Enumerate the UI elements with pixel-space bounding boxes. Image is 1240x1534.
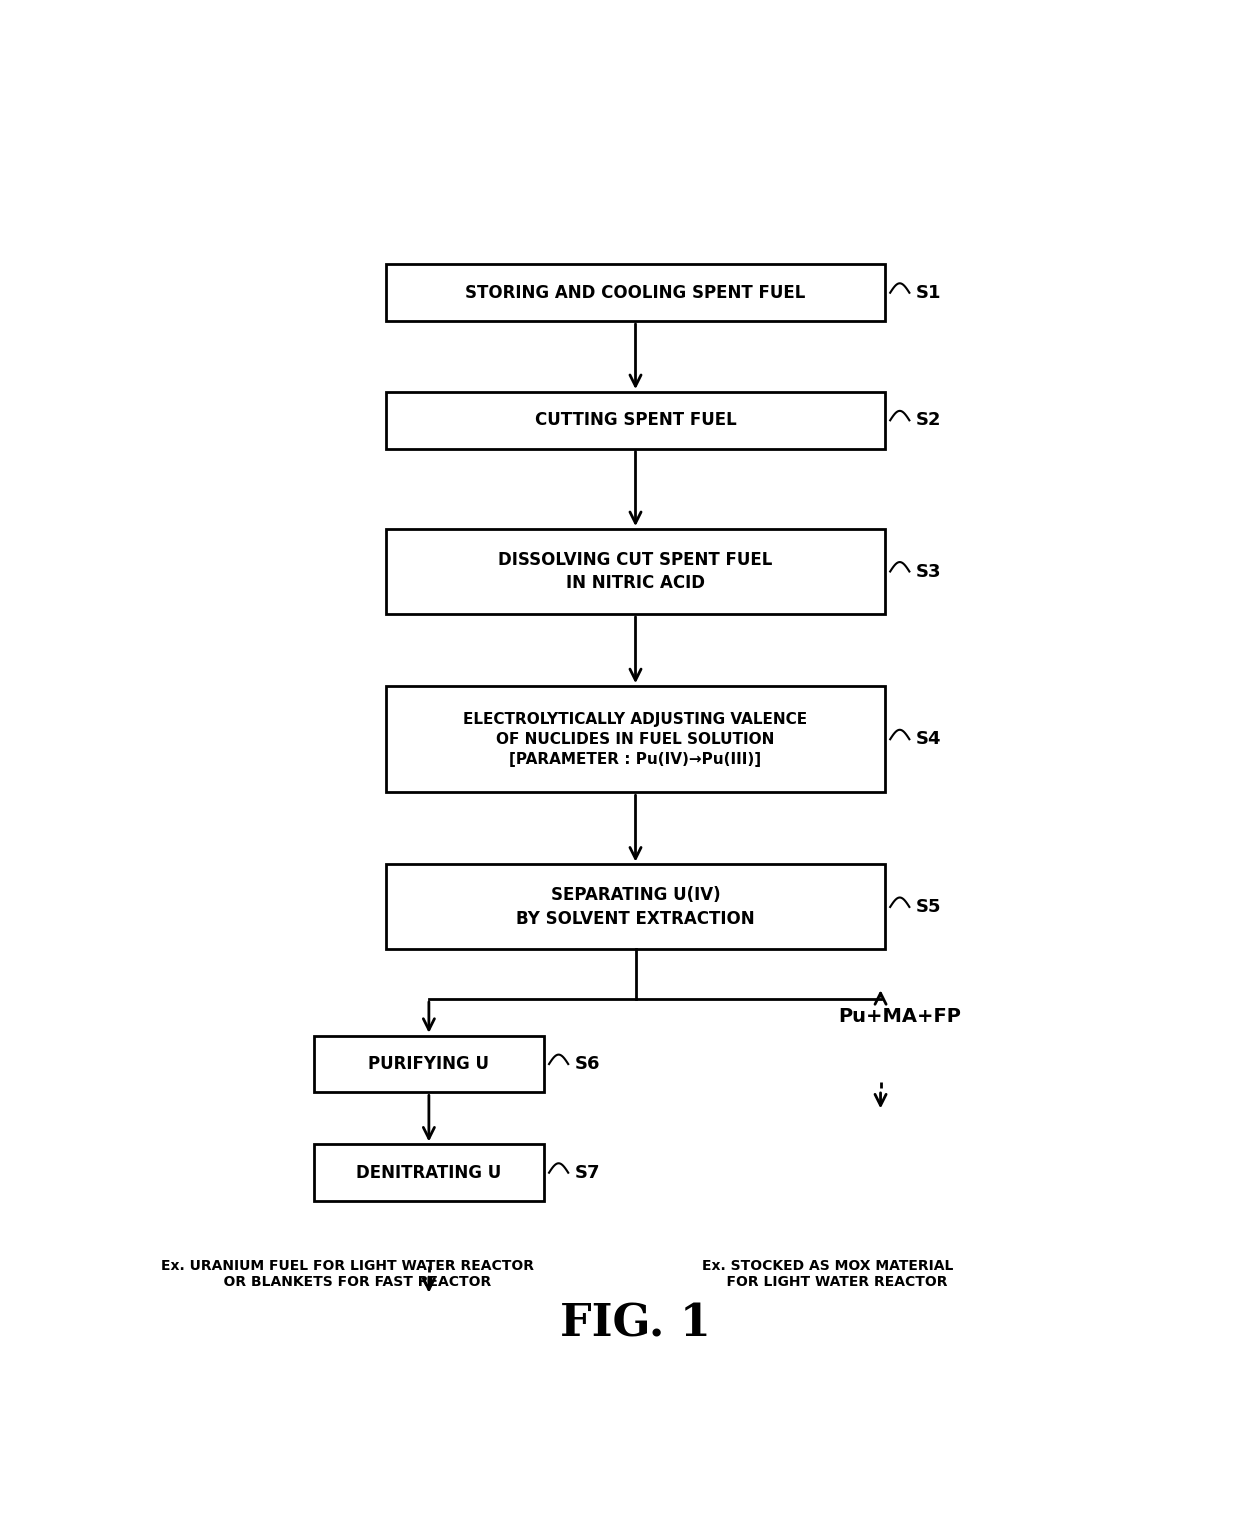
Text: S6: S6 xyxy=(575,1055,600,1074)
Text: Pu+MA+FP: Pu+MA+FP xyxy=(838,1008,961,1026)
Text: S3: S3 xyxy=(916,563,941,580)
Text: ELECTROLYTICALLY ADJUSTING VALENCE
OF NUCLIDES IN FUEL SOLUTION
[PARAMETER : Pu(: ELECTROLYTICALLY ADJUSTING VALENCE OF NU… xyxy=(464,712,807,767)
Text: S4: S4 xyxy=(916,730,941,749)
Text: Ex. URANIUM FUEL FOR LIGHT WATER REACTOR
    OR BLANKETS FOR FAST REACTOR: Ex. URANIUM FUEL FOR LIGHT WATER REACTOR… xyxy=(161,1259,533,1289)
Text: DENITRATING U: DENITRATING U xyxy=(356,1164,501,1181)
Bar xyxy=(386,686,885,793)
Text: PURIFYING U: PURIFYING U xyxy=(368,1055,490,1074)
Bar xyxy=(386,393,885,448)
Text: S7: S7 xyxy=(575,1164,600,1181)
Bar xyxy=(314,1035,544,1092)
Text: SEPARATING U(IV)
BY SOLVENT EXTRACTION: SEPARATING U(IV) BY SOLVENT EXTRACTION xyxy=(516,887,755,928)
Bar xyxy=(314,1144,544,1201)
Text: S5: S5 xyxy=(916,897,941,916)
Text: CUTTING SPENT FUEL: CUTTING SPENT FUEL xyxy=(534,411,737,430)
Bar xyxy=(386,264,885,321)
Text: FIG. 1: FIG. 1 xyxy=(560,1302,711,1345)
Text: S1: S1 xyxy=(916,284,941,302)
Text: S2: S2 xyxy=(916,411,941,430)
Text: STORING AND COOLING SPENT FUEL: STORING AND COOLING SPENT FUEL xyxy=(465,284,806,302)
Bar xyxy=(386,529,885,614)
Bar xyxy=(386,865,885,950)
Text: Ex. STOCKED AS MOX MATERIAL
    FOR LIGHT WATER REACTOR: Ex. STOCKED AS MOX MATERIAL FOR LIGHT WA… xyxy=(702,1259,954,1289)
Text: DISSOLVING CUT SPENT FUEL
IN NITRIC ACID: DISSOLVING CUT SPENT FUEL IN NITRIC ACID xyxy=(498,551,773,592)
